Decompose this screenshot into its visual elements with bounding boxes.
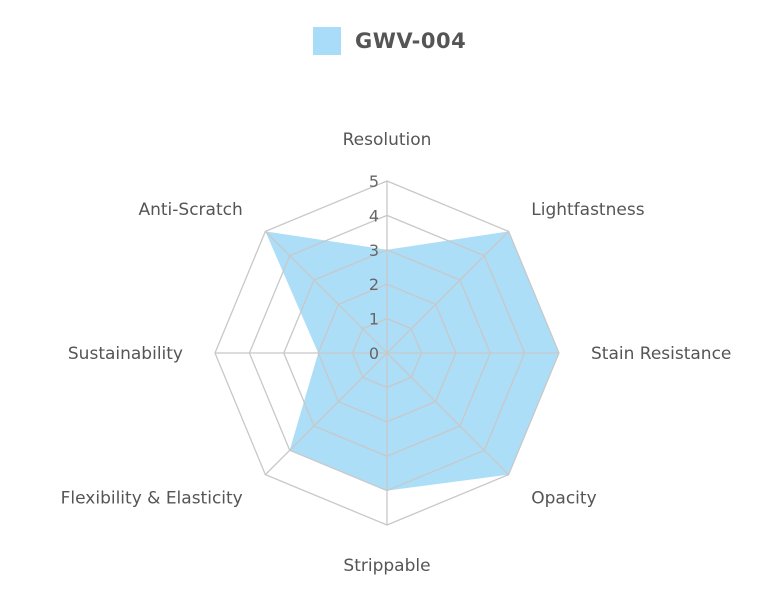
tick-label-4: 4: [369, 206, 379, 225]
legend-label: GWV-004: [355, 29, 467, 53]
tick-label-0: 0: [369, 344, 379, 363]
grid-spoke-3: [386, 352, 510, 476]
axis-label-opacity: Opacity: [531, 488, 596, 508]
axis-label-anti-scratch: Anti-Scratch: [138, 200, 242, 220]
tick-label-5: 5: [369, 172, 379, 191]
tick-label-2: 2: [369, 275, 379, 294]
tick-label-3: 3: [369, 241, 379, 260]
axis-label-sustainability: Sustainability: [68, 344, 183, 364]
legend: GWV-004: [313, 25, 466, 57]
axis-label-stain-resistance: Stain Resistance: [591, 344, 731, 364]
tick-label-1: 1: [369, 310, 379, 329]
axis-label-flexibility-elasticity: Flexibility & Elasticity: [61, 488, 243, 508]
grid-spoke-1: [386, 230, 510, 354]
legend-swatch: [313, 27, 341, 55]
series-area-0: [265, 231, 559, 491]
axis-label-resolution: Resolution: [343, 130, 432, 150]
grid-spoke-5: [264, 352, 388, 476]
axis-label-lightfastness: Lightfastness: [531, 200, 644, 220]
grid-spoke-7: [264, 230, 388, 354]
axis-label-strippable: Strippable: [343, 556, 430, 576]
